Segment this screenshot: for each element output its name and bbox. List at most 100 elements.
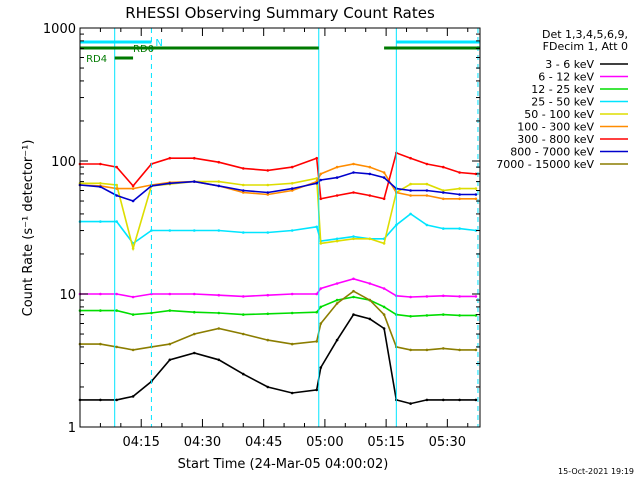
x-tick-label-0: 04:15 (122, 435, 159, 450)
series-7-point-18 (409, 189, 412, 192)
series-4-point-3 (131, 247, 135, 250)
series-6-point-20 (442, 165, 445, 169)
series-7-point-16 (382, 176, 386, 179)
series-6-point-22 (474, 172, 478, 176)
series-5-point-19 (425, 194, 429, 197)
series-7-point-11 (315, 182, 319, 185)
series-0-point-14 (352, 313, 355, 316)
series-8-point-16 (382, 313, 386, 316)
series-3-point-11 (315, 225, 319, 229)
series-0-point-22 (474, 398, 478, 402)
x-tick-label-2: 04:45 (245, 435, 282, 450)
series-1-point-12 (319, 287, 323, 290)
series-1-point-1 (99, 292, 102, 296)
series-8-point-13 (335, 302, 339, 305)
series-3-point-10 (290, 229, 294, 232)
series-5-point-21 (458, 197, 461, 201)
series-7-point-12 (319, 178, 323, 182)
series-8-point-15 (368, 298, 372, 302)
series-2-point-8 (242, 313, 245, 316)
series-8-point-7 (217, 327, 221, 330)
series-4-point-21 (458, 187, 461, 190)
legend-header-line-1: Det 1,3,4,5,6,9, (542, 28, 628, 41)
series-6-point-12 (319, 197, 323, 201)
series-0-point-20 (442, 398, 445, 402)
series-7-point-14 (352, 171, 355, 174)
series-0-point-15 (368, 317, 372, 321)
series-4-point-22 (474, 187, 478, 190)
series-4-point-18 (409, 182, 412, 186)
series-1-point-20 (442, 294, 445, 298)
x-axis-label: Start Time (24-Mar-05 04:00:02) (178, 457, 389, 472)
series-3-point-5 (168, 229, 172, 232)
series-7-point-15 (368, 172, 372, 176)
series-2-point-16 (382, 305, 386, 309)
series-1-point-6 (193, 292, 196, 296)
series-0-point-13 (335, 338, 339, 342)
series-0-point-11 (315, 388, 319, 392)
series-3-point-2 (115, 220, 118, 223)
legend-label-6: 300 - 800 keV (517, 133, 594, 146)
series-7-point-6 (193, 180, 196, 183)
series-7-point-3 (131, 199, 135, 203)
legend-label-3: 25 - 50 keV (531, 96, 594, 109)
series-1-point-16 (382, 287, 386, 290)
series-6-point-10 (290, 165, 294, 169)
series-0-point-2 (115, 398, 118, 402)
series-5-point-3 (131, 187, 135, 190)
series-2-point-18 (409, 315, 412, 318)
series-1-point-18 (409, 295, 412, 299)
x-tick-label-1: 04:30 (184, 435, 221, 450)
series-0-point-21 (458, 398, 461, 402)
series-8-point-11 (315, 340, 319, 343)
series-6-point-3 (131, 184, 135, 188)
series-4-point-15 (368, 237, 372, 241)
series-0-point-9 (266, 385, 270, 389)
series-2-point-19 (425, 314, 429, 317)
y-tick-label-2: 100 (51, 155, 76, 170)
series-6-point-16 (382, 197, 386, 201)
series-0-point-8 (242, 372, 245, 376)
series-5-point-10 (290, 189, 294, 192)
series-5-point-18 (409, 194, 412, 197)
series-7-point-7 (217, 184, 221, 188)
series-6-point-15 (368, 194, 372, 197)
series-0-point-16 (382, 327, 386, 330)
series-3-point-18 (409, 212, 412, 216)
legend-label-5: 100 - 300 keV (517, 121, 594, 134)
series-2-point-10 (290, 311, 294, 315)
series-1-point-9 (266, 293, 270, 297)
series-6-point-11 (315, 156, 319, 160)
series-4-point-14 (352, 237, 355, 241)
series-2-point-12 (319, 305, 323, 309)
series-3-point-14 (352, 235, 355, 238)
series-4-point-7 (217, 180, 221, 183)
series-6-point-13 (335, 194, 339, 197)
series-1-point-21 (458, 295, 461, 298)
data-layer (78, 151, 478, 405)
series-8-point-6 (193, 332, 196, 336)
series-5-point-9 (266, 193, 270, 196)
series-4-point-20 (442, 189, 445, 192)
y-axis-label: Count Rate (s⁻¹ detector⁻¹) (21, 140, 36, 317)
series-1-point-7 (217, 293, 221, 297)
series-0-point-1 (99, 398, 102, 402)
x-tick-label-3: 05:00 (306, 435, 343, 450)
series-3-point-19 (425, 223, 429, 227)
series-6-point-19 (425, 162, 429, 166)
series-7-point-21 (458, 193, 461, 196)
legend: Det 1,3,4,5,6,9, FDecim 1, Att 0 3 - 6 k… (496, 28, 628, 171)
series-7-point-9 (266, 191, 270, 194)
series-5-point-13 (335, 165, 339, 169)
series-4-point-9 (266, 183, 270, 187)
series-4-point-13 (335, 239, 339, 243)
series-3-point-9 (266, 231, 270, 234)
series-5-point-15 (368, 165, 372, 169)
series-3-point-1 (99, 220, 102, 223)
y-tick-label-3: 1000 (43, 22, 76, 37)
series-8-point-3 (131, 348, 135, 352)
series-2-point-9 (266, 312, 270, 316)
legend-label-0: 3 - 6 keV (545, 58, 594, 71)
series-8-point-5 (168, 342, 172, 346)
